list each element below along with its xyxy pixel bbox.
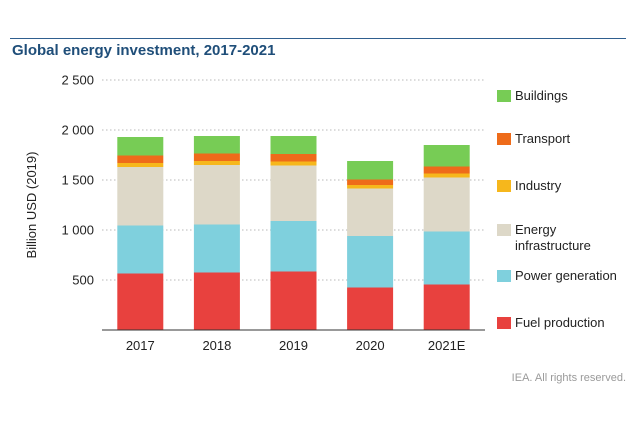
bar-segment-fuel-production	[193, 272, 240, 330]
bar-segment-buildings	[347, 161, 394, 180]
bar-segment-power-generation	[193, 224, 240, 273]
bar-segment-energy-infrastructure	[193, 165, 240, 225]
y-tick-label: 2 500	[61, 73, 94, 88]
bar-segment-transport	[347, 179, 394, 185]
x-tick-label: 2021E	[428, 338, 466, 353]
bar-segment-fuel-production	[347, 287, 394, 330]
bar-segment-fuel-production	[117, 273, 164, 330]
bar-segment-power-generation	[270, 221, 317, 272]
bar-segment-transport	[423, 166, 470, 174]
legend-label: Industry	[515, 178, 562, 193]
y-tick-label: 1 500	[61, 173, 94, 188]
bar-segment-power-generation	[347, 236, 394, 288]
bar-segment-transport	[117, 155, 164, 163]
bar-segment-fuel-production	[423, 284, 470, 330]
legend-label: Power generation	[515, 268, 617, 283]
y-tick-label: 1 000	[61, 223, 94, 238]
bar-segment-fuel-production	[270, 271, 317, 330]
legend-swatch	[497, 224, 511, 236]
bar-segment-industry	[347, 185, 394, 189]
legend-label: Energy infrastructure	[515, 222, 591, 253]
legend-label: Transport	[515, 131, 571, 146]
y-tick-label: 500	[72, 273, 94, 288]
title-rule	[10, 38, 626, 39]
legend-swatch	[497, 317, 511, 329]
x-tick-label: 2019	[279, 338, 308, 353]
bar-segment-industry	[423, 173, 470, 178]
bar-segment-buildings	[423, 145, 470, 167]
bar-segment-industry	[270, 161, 317, 166]
legend-swatch	[497, 180, 511, 192]
bars	[117, 136, 470, 330]
credit-text: IEA. All rights reserved.	[511, 372, 626, 384]
x-tick-label: 2020	[356, 338, 385, 353]
legend-label: Buildings	[515, 88, 568, 103]
x-tick-label: 2018	[202, 338, 231, 353]
bar-segment-buildings	[270, 136, 317, 154]
legend-swatch	[497, 270, 511, 282]
bar-segment-industry	[193, 161, 240, 165]
chart-title: Global energy investment, 2017-2021	[12, 42, 276, 59]
bar-segment-transport	[193, 153, 240, 161]
bar-segment-energy-infrastructure	[347, 188, 394, 236]
legend-label: Fuel production	[515, 315, 605, 330]
axes: 500 1 000 1 500 2 000 2 500 Billion USD (2019…	[24, 73, 485, 353]
bar-segment-energy-infrastructure	[423, 177, 470, 232]
bar-segment-buildings	[193, 136, 240, 154]
legend-swatch	[497, 133, 511, 145]
bar-segment-energy-infrastructure	[117, 167, 164, 226]
bar-segment-buildings	[117, 137, 164, 156]
legend-swatch	[497, 90, 511, 102]
bar-segment-transport	[270, 154, 317, 162]
x-tick-label: 2017	[126, 338, 155, 353]
bar-segment-industry	[117, 163, 164, 167]
y-axis-label: Billion USD (2019)	[24, 152, 39, 259]
bar-segment-power-generation	[423, 231, 470, 285]
bar-segment-energy-infrastructure	[270, 165, 317, 221]
bar-segment-power-generation	[117, 225, 164, 274]
y-tick-label: 2 000	[61, 123, 94, 138]
